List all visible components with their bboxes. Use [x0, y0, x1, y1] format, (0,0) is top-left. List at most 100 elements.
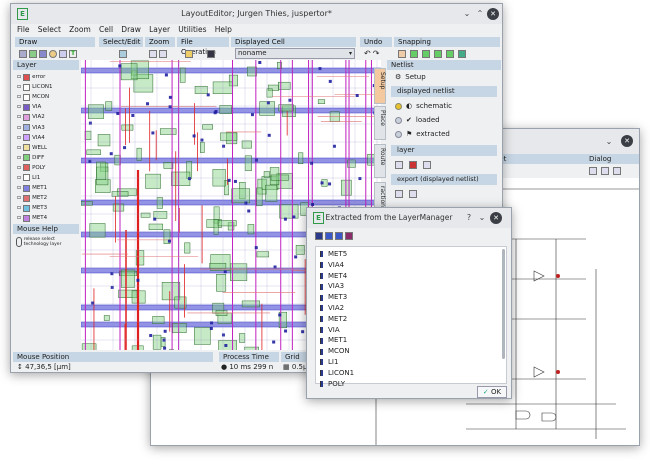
snap-angle-icon[interactable]	[410, 49, 418, 58]
draw-circle-icon[interactable]	[49, 49, 57, 58]
tab-place[interactable]: Place	[374, 106, 386, 140]
layer-item[interactable]: ▫ VIA4	[13, 133, 79, 143]
option-extracted[interactable]: ⚑ extracted	[387, 127, 501, 141]
layer-item[interactable]: ▫ MET4	[13, 213, 79, 223]
draw-cell-icon[interactable]	[59, 49, 67, 58]
draw-text-icon[interactable]: T	[69, 49, 77, 58]
visibility-icon[interactable]: ▫	[17, 93, 22, 101]
help-icon[interactable]: ?	[466, 213, 472, 222]
extracted-layer-item[interactable]: POLY	[320, 379, 502, 390]
page-icon[interactable]	[613, 167, 621, 175]
snap-free-icon[interactable]	[446, 49, 454, 58]
menu-zoom[interactable]: Zoom	[69, 25, 91, 34]
ok-button[interactable]: ✓ OK	[477, 386, 507, 398]
visibility-icon[interactable]: ▫	[17, 194, 22, 202]
minimize-icon[interactable]: ⌄	[478, 213, 486, 222]
visibility-icon[interactable]: ▫	[17, 113, 22, 121]
extracted-layer-item[interactable]: VIA4	[320, 260, 502, 271]
layer-item[interactable]: ▫ VIA	[13, 102, 79, 112]
visibility-icon[interactable]: ▫	[17, 214, 22, 222]
minimize-icon[interactable]: ⌄	[605, 137, 613, 146]
invert-select-icon[interactable]	[335, 232, 343, 240]
menu-select[interactable]: Select	[37, 25, 61, 34]
draw-polygon-icon[interactable]	[39, 49, 47, 58]
draw-box-icon[interactable]	[29, 49, 37, 58]
layer-tool-icon[interactable]	[409, 161, 417, 169]
extracted-layer-item[interactable]: MET5	[320, 249, 502, 260]
visibility-icon[interactable]: ▫	[17, 133, 22, 141]
snap-45-icon[interactable]	[422, 49, 430, 58]
visibility-icon[interactable]: ▫	[17, 73, 22, 81]
layer-item[interactable]: ▫ MET2	[13, 193, 79, 203]
snap-grid-icon[interactable]	[398, 49, 406, 58]
select-none-icon[interactable]	[325, 232, 333, 240]
visibility-icon[interactable]: ▫	[17, 204, 22, 212]
extracted-layer-item[interactable]: MET4	[320, 271, 502, 282]
layer-item[interactable]: ▫ MET3	[13, 203, 79, 213]
visibility-icon[interactable]: ▫	[17, 173, 22, 181]
visibility-icon[interactable]: ▫	[17, 103, 22, 111]
close-icon[interactable]: ✕	[490, 212, 502, 224]
layer-item[interactable]: ▫ MET1	[13, 183, 79, 193]
setup-row[interactable]: ⚙ Setup	[387, 70, 501, 84]
tab-setup[interactable]: Setup	[374, 68, 386, 104]
zoom-fit-icon[interactable]	[149, 49, 157, 58]
export-icon[interactable]	[409, 190, 417, 198]
tab-route[interactable]: Route	[374, 144, 386, 178]
layer-item[interactable]: ▫ error	[13, 72, 79, 82]
zoom-icon[interactable]	[589, 167, 597, 175]
layer-item[interactable]: ▫ LI1	[13, 173, 79, 183]
menu-file[interactable]: File	[17, 25, 30, 34]
extracted-layer-item[interactable]: MET3	[320, 292, 502, 303]
layer-item[interactable]: ▫ POLY	[13, 163, 79, 173]
layer-item[interactable]: ▫ VIA2	[13, 112, 79, 122]
save-icon[interactable]	[207, 49, 215, 58]
filter-icon[interactable]	[345, 232, 353, 240]
layer-item[interactable]: ▫ DIFF	[13, 153, 79, 163]
visibility-icon[interactable]: ▫	[17, 184, 22, 192]
export-icon[interactable]	[395, 190, 403, 198]
menu-draw[interactable]: Draw	[121, 25, 141, 34]
open-folder-icon[interactable]	[185, 49, 193, 58]
visibility-icon[interactable]: ▫	[17, 153, 22, 161]
snap-90-icon[interactable]	[434, 49, 442, 58]
grid-icon[interactable]	[601, 167, 609, 175]
extracted-layer-item[interactable]: MCON	[320, 346, 502, 357]
layer-item[interactable]: ▫ LICON1	[13, 82, 79, 92]
visibility-icon[interactable]: ▫	[17, 83, 22, 91]
extracted-layer-item[interactable]: LICON1	[320, 368, 502, 379]
scrollbar[interactable]	[502, 249, 505, 359]
extracted-layer-item[interactable]: LI1	[320, 357, 502, 368]
extracted-layer-item[interactable]: VIA2	[320, 303, 502, 314]
extracted-layer-item[interactable]: MET1	[320, 335, 502, 346]
zoom-in-icon[interactable]	[159, 49, 167, 58]
layer-tool-icon[interactable]	[395, 161, 403, 169]
extracted-layer-item[interactable]: VIA	[320, 325, 502, 336]
visibility-icon[interactable]: ▫	[17, 123, 22, 131]
minimize-icon[interactable]: ⌄	[463, 9, 471, 18]
extracted-layer-item[interactable]: VIA3	[320, 281, 502, 292]
option-loaded[interactable]: ✔ loaded	[387, 113, 501, 127]
close-icon[interactable]: ✕	[621, 135, 633, 147]
layer-item[interactable]: ▫ VIA3	[13, 122, 79, 132]
snap-point-icon[interactable]	[458, 49, 466, 58]
undo-icon[interactable]: ↶	[364, 49, 371, 58]
redo-icon[interactable]: ↷	[372, 49, 380, 58]
maximize-icon[interactable]: ⌃	[476, 9, 484, 18]
layer-tool-icon[interactable]	[423, 161, 431, 169]
draw-path-icon[interactable]	[19, 49, 27, 58]
layer-item[interactable]: ▫ WELL	[13, 143, 79, 153]
visibility-icon[interactable]: ▫	[17, 143, 22, 151]
select-all-icon[interactable]	[315, 232, 323, 240]
close-icon[interactable]: ✕	[487, 8, 499, 20]
menu-help[interactable]: Help	[214, 25, 232, 34]
displayed-cell-select[interactable]: noname ▾	[235, 48, 355, 59]
option-schematic[interactable]: ◐ schematic	[387, 99, 501, 113]
layer-item[interactable]: ▫ MCON	[13, 92, 79, 102]
select-icon[interactable]	[119, 49, 127, 58]
visibility-icon[interactable]: ▫	[17, 163, 22, 171]
menu-cell[interactable]: Cell	[99, 25, 114, 34]
menu-layer[interactable]: Layer	[149, 25, 171, 34]
menu-utilities[interactable]: Utilities	[178, 25, 207, 34]
extracted-layer-item[interactable]: MET2	[320, 314, 502, 325]
